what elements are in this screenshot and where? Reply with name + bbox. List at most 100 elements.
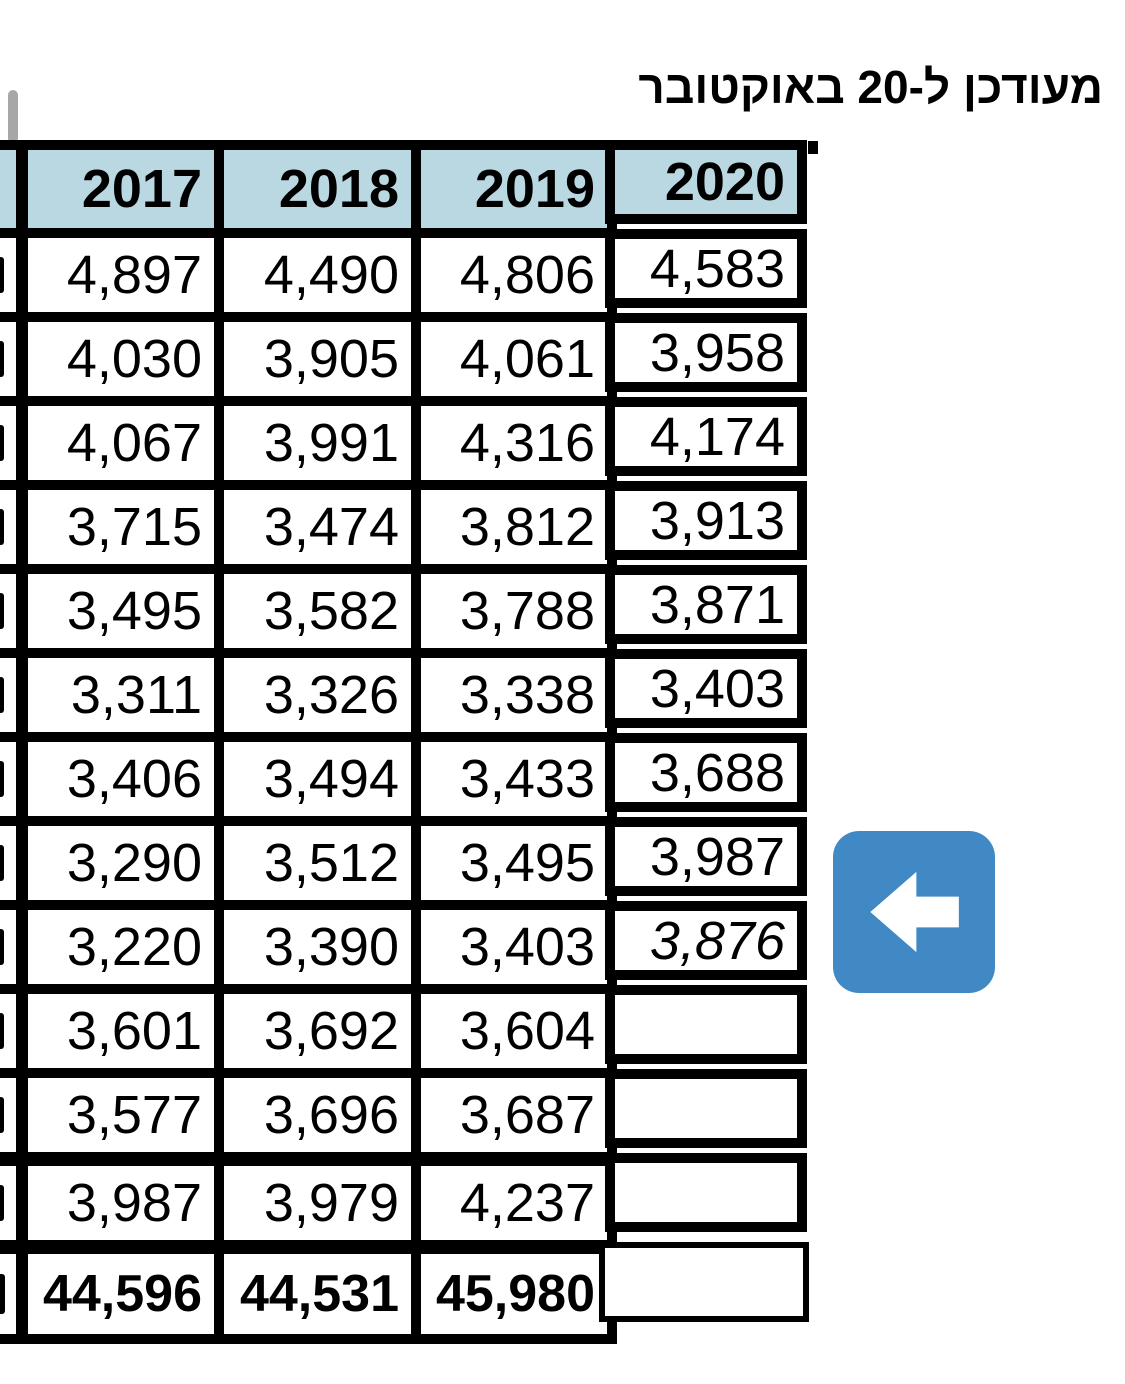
clipped-digit-fragment	[0, 929, 4, 965]
clipped-cell	[0, 1152, 28, 1254]
cell-2018: 3,512	[214, 816, 421, 910]
clipped-cell	[0, 816, 28, 910]
cell-2017: 3,495	[17, 564, 224, 658]
cell-2019: 3,812	[411, 480, 617, 574]
cell-2020-empty	[605, 1153, 807, 1232]
cell-2018: 3,390	[214, 900, 421, 994]
clipped-digit-fragment	[0, 593, 4, 629]
clipped-digit-fragment	[0, 761, 4, 797]
total-2020-empty	[599, 1242, 809, 1322]
cell-2020: 3,871	[605, 565, 807, 644]
cell-2019: 3,604	[411, 984, 617, 1078]
clipped-cell	[0, 900, 28, 994]
cell-2017: 3,987	[17, 1152, 224, 1254]
scrollbar-fragment	[8, 90, 18, 140]
cell-2020: 3,958	[605, 313, 807, 392]
cell-2018: 3,905	[214, 312, 421, 406]
total-2019: 45,980	[411, 1242, 617, 1344]
cell-2018: 3,696	[214, 1068, 421, 1164]
cell-2020: 3,403	[605, 649, 807, 728]
cell-2019: 3,495	[411, 816, 617, 910]
clipped-header-cell	[0, 140, 28, 238]
cell-2018: 3,326	[214, 648, 421, 742]
table-row: 3,577 3,696 3,687	[0, 1068, 617, 1164]
cell-2017: 4,067	[17, 396, 224, 490]
cell-2019: 3,788	[411, 564, 617, 658]
clipped-cell	[0, 564, 28, 658]
cell-2018: 4,490	[214, 228, 421, 322]
cell-2018: 3,494	[214, 732, 421, 826]
cell-2019: 3,433	[411, 732, 617, 826]
year-header-2020: 2020	[605, 140, 807, 224]
cell-2017: 4,030	[17, 312, 224, 406]
table-row: 3,715 3,474 3,812	[0, 480, 617, 574]
clipped-digit-fragment	[0, 677, 4, 713]
totals-row: 44,596 44,531 45,980	[0, 1242, 617, 1344]
cell-2018: 3,474	[214, 480, 421, 574]
clipped-digit-fragment	[0, 1185, 4, 1221]
left-arrow-icon	[833, 831, 995, 993]
year-2020-column: 2020 4,583 3,958 4,174 3,913 3,871 3,403…	[599, 140, 809, 1327]
cell-2020: 4,583	[605, 229, 807, 308]
clipped-cell	[0, 480, 28, 574]
cell-2020-empty	[605, 985, 807, 1064]
table-row: 3,495 3,582 3,788	[0, 564, 617, 658]
cell-2017: 4,897	[17, 228, 224, 322]
clipped-digit-fragment	[0, 1013, 4, 1049]
clipped-digit-fragment	[0, 341, 4, 377]
year-header-2018: 2018	[214, 140, 421, 238]
cell-2020: 3,913	[605, 481, 807, 560]
clipped-cell	[0, 1242, 28, 1344]
table-row: 3,601 3,692 3,604	[0, 984, 617, 1078]
border-fragment	[808, 141, 818, 154]
clipped-cell	[0, 396, 28, 490]
total-2017: 44,596	[17, 1242, 224, 1344]
cell-2018: 3,991	[214, 396, 421, 490]
cell-2020: 3,987	[605, 817, 807, 896]
cell-2019: 4,316	[411, 396, 617, 490]
cell-2018: 3,582	[214, 564, 421, 658]
clipped-cell	[0, 1068, 28, 1164]
cell-2019: 3,403	[411, 900, 617, 994]
table-row: 4,897 4,490 4,806	[0, 228, 617, 322]
clipped-cell	[0, 648, 28, 742]
clipped-cell	[0, 984, 28, 1078]
total-2018: 44,531	[214, 1242, 421, 1344]
table-row: 3,220 3,390 3,403	[0, 900, 617, 994]
table-row: 4,067 3,991 4,316	[0, 396, 617, 490]
cell-2017: 3,220	[17, 900, 224, 994]
clipped-cell	[0, 732, 28, 826]
header-row: 2017 2018 2019	[0, 140, 617, 238]
cell-2018: 3,692	[214, 984, 421, 1078]
cell-2020: 4,174	[605, 397, 807, 476]
clipped-digit-fragment	[0, 257, 4, 293]
clipped-digit-fragment	[0, 425, 4, 461]
cell-2017: 3,715	[17, 480, 224, 574]
cell-2018: 3,979	[214, 1152, 421, 1254]
table-row: 3,406 3,494 3,433	[0, 732, 617, 826]
cell-2019: 4,061	[411, 312, 617, 406]
cell-2019: 4,237	[411, 1152, 617, 1254]
clipped-digit-fragment	[0, 1274, 5, 1314]
clipped-digit-fragment	[0, 845, 4, 881]
cell-2020-provisional: 3,876	[605, 901, 807, 980]
left-arrow-glyph	[870, 871, 959, 953]
table-row: 4,030 3,905 4,061	[0, 312, 617, 406]
year-header-2019: 2019	[411, 140, 617, 238]
page-title: מעודכן ל-20 באוקטובר	[638, 61, 1103, 113]
clipped-cell	[0, 228, 28, 322]
cell-2019: 3,687	[411, 1068, 617, 1164]
table-row: 3,290 3,512 3,495	[0, 816, 617, 910]
cell-2020: 3,688	[605, 733, 807, 812]
data-table: 2017 2018 2019 4,897 4,490 4,806 4,030 3…	[0, 140, 617, 1344]
cell-2020-empty	[605, 1069, 807, 1148]
cell-2017: 3,406	[17, 732, 224, 826]
cell-2017: 3,577	[17, 1068, 224, 1164]
cell-2019: 4,806	[411, 228, 617, 322]
table-row: 3,311 3,326 3,338	[0, 648, 617, 742]
cell-2017: 3,601	[17, 984, 224, 1078]
cell-2017: 3,311	[17, 648, 224, 742]
cell-2017: 3,290	[17, 816, 224, 910]
clipped-digit-fragment	[0, 509, 4, 545]
